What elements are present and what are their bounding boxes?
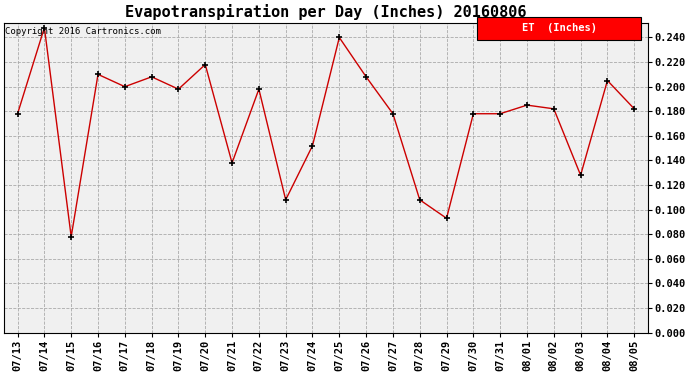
Text: Copyright 2016 Cartronics.com: Copyright 2016 Cartronics.com bbox=[5, 27, 161, 36]
FancyBboxPatch shape bbox=[477, 16, 641, 40]
Text: ET  (Inches): ET (Inches) bbox=[522, 23, 597, 33]
Title: Evapotranspiration per Day (Inches) 20160806: Evapotranspiration per Day (Inches) 2016… bbox=[125, 4, 526, 20]
